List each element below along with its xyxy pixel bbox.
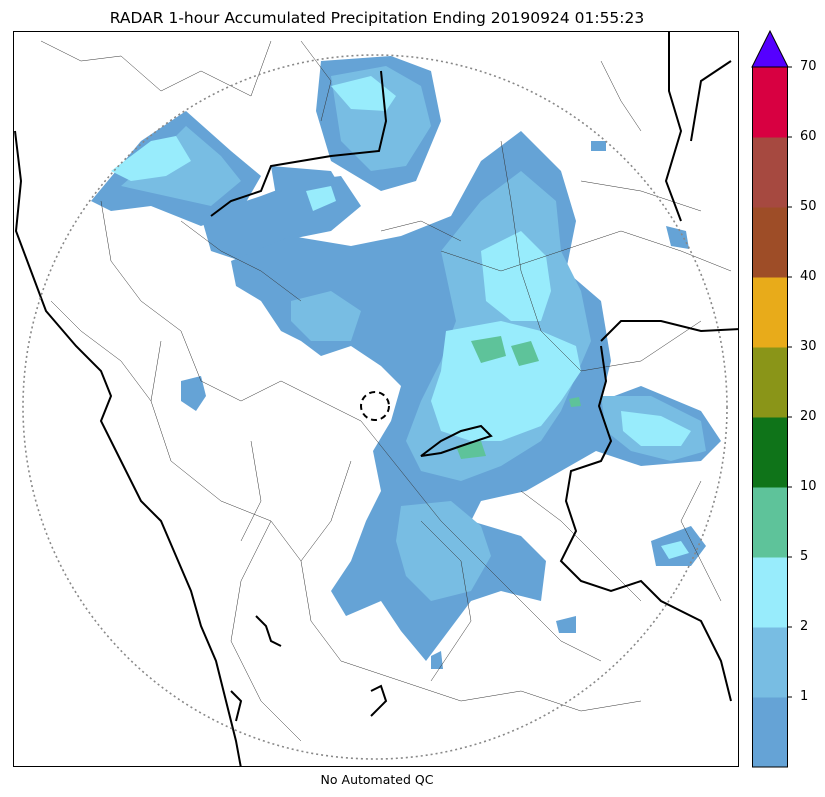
colorbar-segment (752, 557, 788, 628)
colorbar-tick-label: 10 (800, 479, 817, 494)
radar-map[interactable] (13, 31, 739, 767)
precip-level-5-10 (456, 336, 581, 459)
colorbar (751, 29, 792, 768)
colorbar-tick-label: 40 (800, 269, 817, 284)
colorbar-segment (752, 697, 788, 768)
radar-map-canvas (14, 32, 738, 766)
range-ring (22, 54, 728, 760)
radar-site-marker (360, 391, 390, 421)
colorbar-tick-label: 1 (800, 689, 809, 704)
colorbar-segment (752, 627, 788, 698)
state-boundaries (14, 32, 738, 766)
colorbar-tick-label: 70 (800, 59, 817, 74)
colorbar-tick-label: 5 (800, 549, 809, 564)
colorbar-segment (752, 67, 788, 138)
precip-level-2-5 (111, 76, 691, 559)
colorbar-tick-label: 50 (800, 199, 817, 214)
map-title: RADAR 1-hour Accumulated Precipitation E… (109, 9, 645, 27)
colorbar-tick-label: 2 (800, 619, 809, 634)
colorbar-segment (752, 417, 788, 488)
colorbar-tick-label: 20 (800, 409, 817, 424)
colorbar-tick-label: 60 (800, 129, 817, 144)
colorbar-segment (752, 137, 788, 208)
colorbar-tick-label: 30 (800, 339, 817, 354)
footer-note: No Automated QC (320, 772, 434, 787)
colorbar-segment (752, 277, 788, 348)
colorbar-segment (752, 487, 788, 558)
colorbar-canvas (751, 29, 792, 768)
colorbar-outline (752, 66, 788, 768)
district-boundaries (40, 40, 732, 742)
colorbar-segment (752, 347, 788, 418)
colorbar-segment (752, 207, 788, 278)
colorbar-extend-max (751, 29, 789, 68)
